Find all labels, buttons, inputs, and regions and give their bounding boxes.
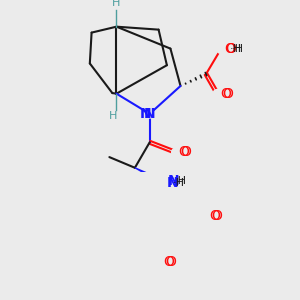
Text: H: H [109,112,118,122]
Text: O: O [220,87,231,101]
Text: N: N [166,176,178,190]
Text: N: N [140,107,152,121]
Circle shape [172,148,180,157]
Text: ·H: ·H [175,176,187,186]
Text: O: O [165,255,176,269]
Circle shape [160,178,169,187]
Polygon shape [135,168,165,184]
Text: O: O [163,255,174,269]
Text: O: O [211,209,222,224]
Text: N: N [167,174,179,188]
Circle shape [213,89,221,98]
Circle shape [146,110,154,118]
Text: O: O [179,146,190,159]
Circle shape [217,45,225,53]
Text: ·H: ·H [232,44,244,54]
Text: O: O [226,42,236,56]
Text: O: O [181,146,191,159]
Text: O: O [222,87,233,101]
Text: N: N [144,107,155,121]
Text: ·H: ·H [173,178,185,188]
Circle shape [175,258,183,266]
Text: O: O [224,42,235,56]
Text: ·H: ·H [230,44,242,54]
Text: H: H [112,0,121,8]
Circle shape [202,212,210,220]
Text: O: O [209,209,220,224]
